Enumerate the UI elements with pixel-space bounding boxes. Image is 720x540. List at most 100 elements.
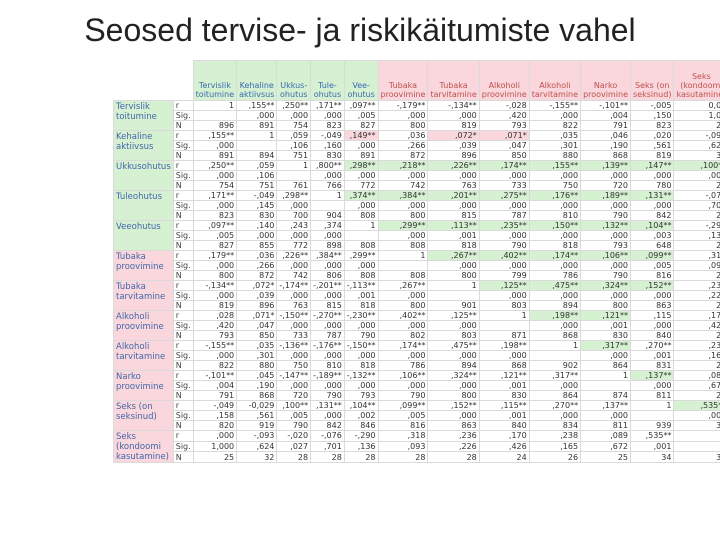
table-cell: ,097** bbox=[343, 100, 379, 111]
table-cell: ,121** bbox=[478, 370, 530, 381]
table-cell: 1 bbox=[236, 130, 278, 141]
table-cell: ,035 bbox=[236, 340, 278, 351]
table-cell: 896 bbox=[427, 150, 480, 161]
table-cell: 799 bbox=[478, 270, 530, 281]
table-cell: ,000 bbox=[478, 290, 530, 301]
table-cell: ,298** bbox=[343, 160, 379, 171]
table-cell: ,125** bbox=[427, 310, 480, 321]
stat-label: N bbox=[172, 240, 194, 251]
table-cell: ,384** bbox=[310, 250, 345, 261]
table-cell: -,134** bbox=[192, 280, 238, 291]
header-row: Tervislik toitumine Kehaline aktiivsus Ukk… bbox=[113, 60, 720, 101]
table-cell: -,134** bbox=[427, 100, 480, 111]
table-cell: 791 bbox=[192, 390, 238, 401]
table-cell: ,059 bbox=[276, 130, 312, 141]
table-cell: ,115** bbox=[478, 400, 530, 411]
table-cell: 763 bbox=[276, 300, 312, 311]
table-cell: 790 bbox=[580, 270, 631, 281]
table-cell: -,093 bbox=[236, 430, 278, 442]
table-cell: ,000 bbox=[478, 200, 530, 211]
table-cell: ,113** bbox=[427, 220, 480, 231]
row-variable-label: Seks (kondoomi kasutamine) bbox=[113, 430, 174, 463]
table-cell: -,189** bbox=[310, 370, 345, 381]
table-cell: ,174** bbox=[478, 160, 530, 171]
table-cell: 787 bbox=[310, 330, 345, 341]
table-cell: ,535** bbox=[673, 400, 720, 411]
table-cell: 800 bbox=[580, 300, 631, 311]
table-cell: 827 bbox=[343, 120, 379, 131]
table-row: N79385073378779080280387186883084024 bbox=[114, 330, 720, 341]
table-cell: -,049 bbox=[192, 400, 238, 411]
table-cell: ,384** bbox=[377, 190, 429, 201]
table-cell: ,005 bbox=[192, 230, 238, 241]
table-cell: -,076 bbox=[310, 430, 345, 442]
table-cell: 891 bbox=[192, 150, 238, 161]
table-cell: 894 bbox=[528, 300, 582, 311]
table-cell: ,226 bbox=[673, 290, 720, 301]
table-cell: ,155** bbox=[192, 130, 238, 141]
table-cell: 830 bbox=[310, 150, 345, 161]
table-cell: ,318 bbox=[377, 430, 429, 442]
table-cell: 868 bbox=[580, 150, 631, 161]
table-cell bbox=[276, 170, 312, 181]
table-row: N81989676381581880090180389480086328 bbox=[114, 300, 720, 311]
table-row: N79186872079079379080083086487481125 bbox=[114, 390, 720, 401]
table-cell: ,270** bbox=[629, 340, 675, 351]
table-cell: 791 bbox=[580, 120, 631, 131]
table-cell: ,198** bbox=[478, 340, 530, 351]
header-corner bbox=[113, 60, 174, 101]
table-cell: 733 bbox=[276, 330, 312, 341]
stat-label: r bbox=[172, 280, 194, 291]
table-cell: ,001 bbox=[478, 380, 530, 391]
table-cell: ,267** bbox=[427, 250, 480, 261]
table-cell: ,475** bbox=[427, 340, 480, 351]
table-cell: 750 bbox=[276, 360, 312, 371]
table-cell: ,039 bbox=[236, 290, 278, 301]
row-variable-label: Kehaline aktiivsus bbox=[113, 130, 174, 161]
table-cell: ,036 bbox=[236, 250, 278, 261]
table-cell: 808 bbox=[343, 210, 379, 221]
table-cell: ,147** bbox=[629, 160, 675, 171]
table-cell: -,230** bbox=[343, 310, 379, 321]
table-cell: 896 bbox=[236, 300, 278, 311]
stat-label: r bbox=[172, 310, 194, 321]
stat-label: r bbox=[172, 250, 194, 261]
table-cell: -,174** bbox=[276, 280, 312, 291]
row-variable-label: Tubaka tarvitamine bbox=[113, 280, 174, 311]
table-row: Sig. ,000,266,000,000,000,000,000,000,000… bbox=[114, 260, 720, 271]
stat-label: r bbox=[172, 190, 194, 201]
table-cell bbox=[478, 320, 530, 331]
table-cell: ,402** bbox=[478, 250, 530, 261]
table-cell: ,000 bbox=[528, 410, 582, 421]
table-cell: ,000 bbox=[427, 170, 480, 181]
table-cell: ,318 bbox=[673, 250, 720, 261]
table-row: Sig. ,000,000,000,005,000,000,420,000,004… bbox=[114, 110, 720, 121]
table-cell: 742 bbox=[276, 270, 312, 281]
table-cell: ,136 bbox=[343, 440, 379, 453]
table-cell: -,132** bbox=[343, 370, 379, 381]
table-cell: ,000 bbox=[276, 320, 312, 331]
table-cell: 864 bbox=[580, 360, 631, 371]
table-cell: ,000 bbox=[528, 260, 582, 271]
table-cell: ,000 bbox=[192, 200, 238, 211]
table-cell: ,000 bbox=[343, 200, 379, 211]
table-row: N82785577289880880881879081879364828 bbox=[114, 240, 720, 251]
table-cell: ,701 bbox=[310, 440, 345, 453]
table-cell: ,152** bbox=[629, 280, 675, 291]
table-cell: ,000 bbox=[276, 290, 312, 301]
table-cell: 25 bbox=[673, 120, 720, 131]
table-cell: 815 bbox=[310, 300, 345, 311]
table-cell: ,176** bbox=[528, 190, 582, 201]
table-cell: ,000 bbox=[343, 140, 379, 151]
table-cell: ,266 bbox=[236, 260, 278, 271]
table-row: Sig. ,000,106,160,000,266,039,047,301,190… bbox=[114, 140, 720, 151]
table-cell: ,001 bbox=[427, 230, 480, 241]
table-cell: -,101** bbox=[580, 100, 631, 111]
table-cell: ,099** bbox=[629, 250, 675, 261]
table-cell: ,000 bbox=[377, 200, 429, 211]
table-cell: ,004 bbox=[192, 380, 238, 391]
table-cell: ,093 bbox=[377, 440, 429, 453]
table-cell: ,139** bbox=[580, 160, 631, 171]
table-cell: ,000 bbox=[343, 320, 379, 331]
table-row: Sig. ,000,145,000,000,000,000,000,000,000… bbox=[114, 200, 720, 211]
